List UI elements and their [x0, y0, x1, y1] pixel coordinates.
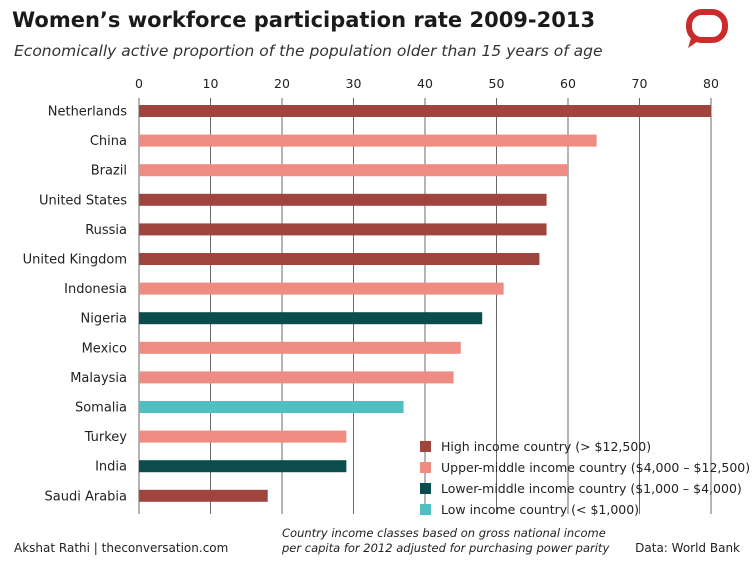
- legend-label: Lower-middle income country ($1,000 – $4…: [441, 481, 742, 496]
- category-label: India: [95, 460, 127, 475]
- legend-label: High income country (> $12,500): [441, 439, 652, 454]
- data-source: Data: World Bank: [635, 541, 740, 555]
- bar: [139, 430, 347, 443]
- category-label: Saudi Arabia: [45, 489, 128, 504]
- legend-item: High income country (> $12,500): [420, 436, 750, 457]
- credit-text: Akshat Rathi | theconversation.com: [14, 541, 229, 555]
- category-label: Turkey: [84, 430, 128, 445]
- x-tick-label: 80: [703, 76, 719, 91]
- footnote-line-2: per capita for 2012 adjusted for purchas…: [282, 541, 610, 555]
- speech-bubble-icon: [686, 9, 728, 48]
- legend-item: Low income country (< $1,000): [420, 499, 750, 520]
- x-tick-label: 50: [489, 76, 505, 91]
- x-tick-label: 20: [274, 76, 290, 91]
- category-label: Mexico: [82, 341, 127, 356]
- bar: [139, 105, 711, 117]
- x-tick-label: 60: [560, 76, 576, 91]
- x-tick-label: 30: [346, 76, 362, 91]
- bars: [139, 105, 711, 502]
- x-tick-label: 70: [632, 76, 648, 91]
- category-label: Netherlands: [48, 105, 127, 120]
- legend-swatch: [420, 483, 431, 494]
- category-label: Somalia: [75, 401, 127, 416]
- category-label: Malaysia: [70, 371, 127, 386]
- category-label: Nigeria: [80, 312, 127, 327]
- bar: [139, 282, 504, 295]
- legend-swatch: [420, 462, 431, 473]
- legend-label: Low income country (< $1,000): [441, 502, 640, 517]
- category-labels: Netherlands China Brazil United States Russi…: [23, 105, 128, 505]
- bar: [139, 401, 404, 413]
- bar: [139, 460, 347, 473]
- bar: [139, 134, 597, 147]
- legend-item: Upper-middle income country ($4,000 – $1…: [420, 457, 750, 478]
- x-tick-label: 40: [417, 76, 433, 91]
- bar: [139, 312, 483, 325]
- category-label: Indonesia: [64, 282, 127, 297]
- bar: [139, 193, 547, 206]
- category-label: China: [90, 134, 127, 149]
- legend-swatch: [420, 504, 431, 515]
- legend-item: Lower-middle income country ($1,000 – $4…: [420, 478, 750, 499]
- chart-subtitle: Economically active proportion of the po…: [14, 42, 603, 60]
- category-label: Brazil: [91, 164, 127, 179]
- x-tick-label: 0: [135, 76, 143, 91]
- x-tick-label: 10: [203, 76, 219, 91]
- bar: [139, 164, 568, 177]
- bar: [139, 371, 454, 384]
- footnote: Country income classes based on gross na…: [282, 526, 609, 556]
- bar: [139, 253, 540, 265]
- legend-swatch: [420, 441, 431, 452]
- category-label: Russia: [85, 223, 127, 238]
- bar: [139, 341, 461, 354]
- bar-chart: 0 10 20 30 40 50 60 70 80 Netherlands China Brazil…: [23, 76, 719, 514]
- legend: High income country (> $12,500) Upper-mid…: [420, 436, 750, 520]
- chart-title: Women’s workforce participation rate 200…: [12, 8, 596, 32]
- bar: [139, 489, 268, 502]
- x-axis-ticks: 0 10 20 30 40 50 60 70 80: [135, 76, 719, 91]
- category-label: United States: [39, 193, 127, 208]
- category-label: United Kingdom: [23, 253, 127, 268]
- legend-label: Upper-middle income country ($4,000 – $1…: [441, 460, 751, 475]
- bar: [139, 223, 547, 236]
- footnote-line-1: Country income classes based on gross na…: [282, 526, 606, 540]
